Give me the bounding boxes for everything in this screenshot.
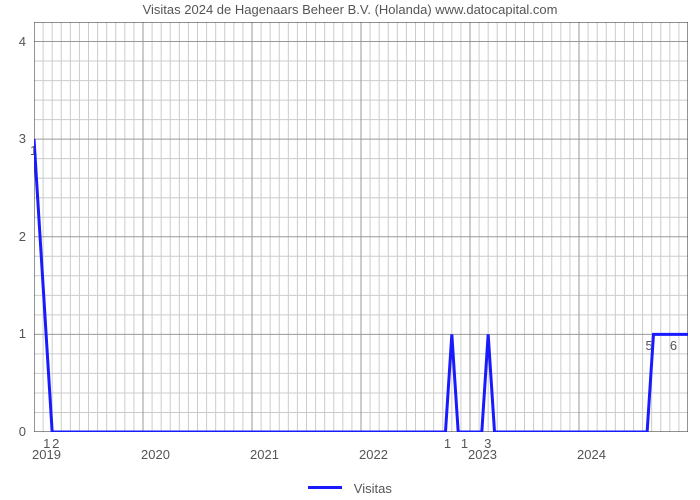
y-tick-label: 4	[19, 34, 26, 49]
data-point-label: 1	[43, 436, 50, 451]
x-tick-label: 2020	[141, 447, 170, 462]
data-point-label: 1	[461, 436, 468, 451]
chart-container: Visitas 2024 de Hagenaars Beheer B.V. (H…	[0, 0, 700, 500]
y-tick-label: 3	[19, 131, 26, 146]
legend-label: Visitas	[354, 481, 392, 496]
y-tick-label: 2	[19, 229, 26, 244]
plot-area	[34, 22, 688, 432]
y-tick-label: 0	[19, 424, 26, 439]
legend-swatch	[308, 486, 342, 489]
x-tick-label: 2023	[468, 447, 497, 462]
data-point-label: 3	[484, 436, 491, 451]
x-tick-label: 2024	[577, 447, 606, 462]
data-point-label: 2	[52, 436, 59, 451]
x-tick-label: 2022	[359, 447, 388, 462]
chart-title: Visitas 2024 de Hagenaars Beheer B.V. (H…	[0, 2, 700, 17]
data-point-label: 1	[444, 436, 451, 451]
line-chart-svg	[34, 22, 688, 432]
y-tick-label: 1	[19, 326, 26, 341]
legend: Visitas	[0, 481, 700, 496]
x-tick-label: 2021	[250, 447, 279, 462]
